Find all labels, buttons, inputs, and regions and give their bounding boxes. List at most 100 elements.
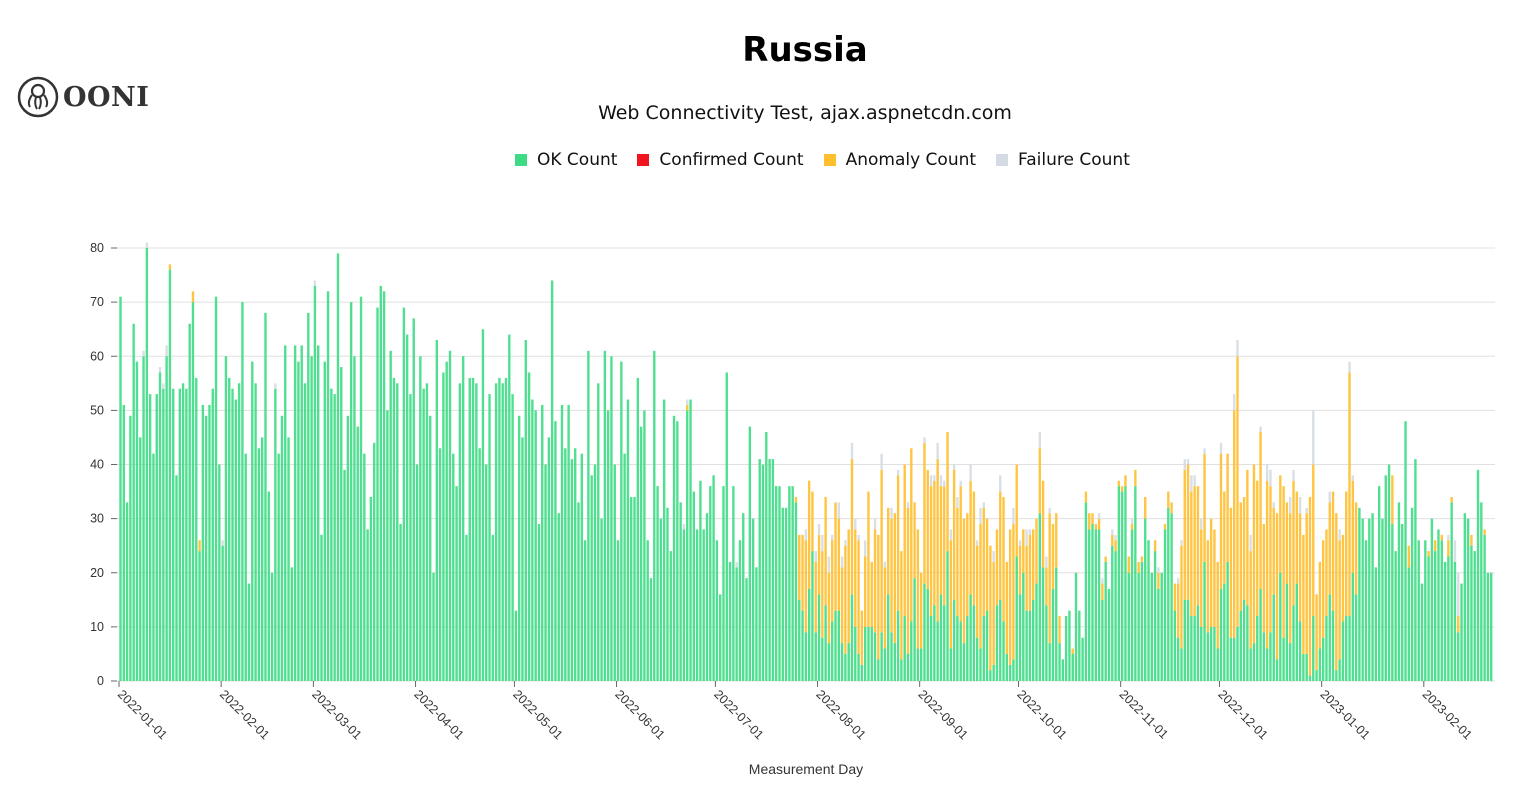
bar-segment-ok[interactable] (1071, 653, 1074, 681)
bar-segment-ok[interactable] (1394, 551, 1397, 681)
bar-segment-ok[interactable] (257, 448, 261, 681)
bar-segment-ok[interactable] (316, 345, 320, 681)
day-bar-2022-01-21[interactable] (185, 388, 188, 681)
day-bar-2022-09-18[interactable] (975, 540, 979, 681)
bar-segment-ok[interactable] (241, 302, 244, 681)
bar-segment-failure[interactable] (735, 561, 738, 568)
bar-segment-ok[interactable] (1068, 610, 1071, 681)
bar-segment-ok[interactable] (412, 318, 415, 681)
bar-segment-ok[interactable] (962, 643, 966, 681)
bar-segment-anomaly[interactable] (1295, 491, 1298, 584)
bar-segment-ok[interactable] (237, 383, 241, 681)
bar-segment-ok[interactable] (695, 529, 699, 681)
bar-segment-ok[interactable] (419, 356, 422, 681)
bar-segment-ok[interactable] (297, 361, 300, 681)
bar-segment-anomaly[interactable] (1483, 529, 1486, 535)
day-bar-2022-09-05[interactable] (933, 475, 936, 681)
bar-segment-anomaly[interactable] (1302, 534, 1305, 654)
day-bar-2022-04-30[interactable] (511, 394, 514, 681)
bar-segment-anomaly[interactable] (1232, 410, 1236, 638)
bar-segment-ok[interactable] (514, 610, 518, 681)
bar-segment-ok[interactable] (452, 453, 455, 681)
bar-segment-ok[interactable] (863, 626, 867, 681)
bar-segment-ok[interactable] (1279, 572, 1282, 681)
bar-segment-ok[interactable] (870, 626, 873, 681)
bar-segment-failure[interactable] (1447, 534, 1450, 541)
bar-segment-ok[interactable] (636, 377, 640, 681)
day-bar-2022-12-07[interactable] (1239, 502, 1242, 681)
bar-segment-anomaly[interactable] (1279, 475, 1282, 573)
day-bar-2022-11-30[interactable] (1216, 561, 1219, 681)
bar-segment-anomaly[interactable] (906, 507, 910, 654)
day-bar-2022-11-02[interactable] (1124, 475, 1127, 681)
bar-segment-ok[interactable] (580, 453, 583, 681)
day-bar-2022-12-17[interactable] (1272, 502, 1275, 681)
bar-segment-ok[interactable] (468, 377, 471, 681)
day-bar-2022-04-20[interactable] (478, 448, 481, 681)
bar-segment-ok[interactable] (1397, 502, 1401, 681)
bar-segment-ok[interactable] (817, 594, 821, 681)
bar-segment-ok[interactable] (771, 459, 775, 681)
day-bar-2022-03-30[interactable] (409, 394, 412, 681)
day-bar-2022-04-10[interactable] (445, 361, 448, 681)
day-bar-2022-02-23[interactable] (293, 345, 297, 681)
bar-segment-ok[interactable] (1005, 653, 1009, 681)
bar-segment-anomaly[interactable] (949, 540, 953, 649)
bar-segment-failure[interactable] (1045, 556, 1048, 568)
bar-segment-ok[interactable] (359, 296, 363, 681)
bar-segment-anomaly[interactable] (1196, 486, 1200, 606)
bar-segment-ok[interactable] (544, 464, 547, 682)
bar-segment-ok[interactable] (985, 610, 989, 681)
bar-segment-ok[interactable] (172, 388, 175, 681)
day-bar-2022-07-29[interactable] (807, 480, 811, 681)
day-bar-2023-01-16[interactable] (1371, 513, 1374, 681)
day-bar-2023-02-21[interactable] (1490, 572, 1493, 681)
bar-segment-ok[interactable] (501, 383, 504, 681)
bar-segment-ok[interactable] (1312, 616, 1315, 681)
bar-segment-ok[interactable] (290, 567, 294, 681)
bar-segment-ok[interactable] (1219, 588, 1223, 681)
bar-segment-ok[interactable] (478, 448, 481, 681)
day-bar-2022-05-14[interactable] (557, 513, 560, 681)
day-bar-2022-05-31[interactable] (613, 464, 616, 682)
day-bar-2023-02-07[interactable] (1443, 561, 1447, 681)
bar-segment-anomaly[interactable] (1051, 524, 1055, 589)
bar-segment-ok[interactable] (883, 648, 887, 681)
day-bar-2022-06-01[interactable] (616, 540, 620, 681)
bar-segment-ok[interactable] (1183, 599, 1186, 681)
bar-segment-ok[interactable] (916, 648, 920, 681)
bar-segment-anomaly[interactable] (900, 551, 903, 660)
day-bar-2023-02-19[interactable] (1483, 529, 1486, 681)
bar-segment-anomaly[interactable] (857, 540, 860, 654)
bar-segment-ok[interactable] (162, 388, 165, 681)
day-bar-2023-02-01[interactable] (1424, 540, 1427, 681)
day-bar-2022-08-06[interactable] (834, 502, 837, 681)
bar-segment-ok[interactable] (211, 388, 214, 681)
bar-segment-ok[interactable] (415, 464, 419, 682)
bar-segment-failure[interactable] (880, 453, 883, 470)
day-bar-2022-12-11[interactable] (1252, 464, 1256, 682)
bar-segment-ok[interactable] (1084, 502, 1088, 681)
day-bar-2022-08-21[interactable] (883, 561, 887, 681)
day-bar-2022-02-19[interactable] (280, 415, 284, 681)
bar-segment-ok[interactable] (804, 632, 808, 681)
bar-segment-anomaly[interactable] (1071, 648, 1074, 654)
day-bar-2022-03-23[interactable] (386, 410, 389, 681)
bar-segment-failure[interactable] (1457, 572, 1460, 617)
day-bar-2022-01-24[interactable] (195, 377, 198, 681)
bar-segment-ok[interactable] (1453, 561, 1457, 681)
bar-segment-ok[interactable] (1153, 551, 1157, 681)
bar-segment-anomaly[interactable] (1028, 534, 1032, 611)
day-bar-2022-11-06[interactable] (1137, 561, 1140, 681)
bar-segment-ok[interactable] (389, 350, 392, 681)
bar-segment-ok[interactable] (445, 361, 448, 681)
bar-segment-ok[interactable] (1308, 675, 1312, 681)
bar-segment-ok[interactable] (1414, 459, 1417, 681)
bar-segment-ok[interactable] (260, 437, 264, 681)
bar-segment-ok[interactable] (880, 632, 883, 681)
bar-segment-ok[interactable] (1427, 556, 1430, 681)
bar-segment-anomaly[interactable] (890, 518, 893, 633)
day-bar-2022-01-16[interactable] (168, 264, 172, 681)
day-bar-2022-10-02[interactable] (1022, 529, 1025, 681)
bar-segment-ok[interactable] (188, 323, 191, 681)
